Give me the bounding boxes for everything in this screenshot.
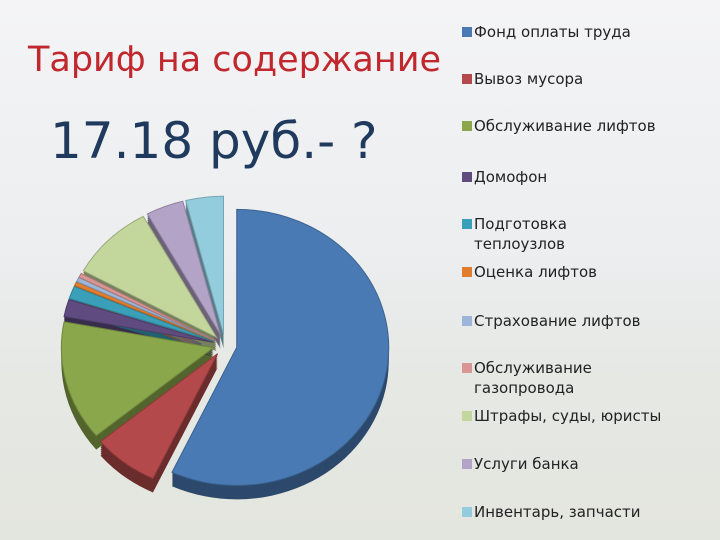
slice xyxy=(68,285,214,342)
legend-swatch xyxy=(462,267,472,277)
legend-label: Вывоз мусора xyxy=(474,70,584,88)
legend-swatch xyxy=(462,121,472,131)
legend-label: Услуги банка xyxy=(474,455,579,473)
legend-item: Фонд оплаты труда xyxy=(462,22,662,42)
legend-item: Услуги банка xyxy=(462,454,662,474)
legend-swatch xyxy=(462,507,472,517)
legend-item: Домофон xyxy=(462,167,662,187)
legend-label: Обслуживание лифтов xyxy=(474,117,656,135)
legend-swatch xyxy=(462,316,472,326)
legend-label: Штрафы, суды, юристы xyxy=(474,407,662,425)
legend-item: Штрафы, суды, юристы xyxy=(462,406,662,426)
legend-label: Фонд оплаты труда xyxy=(474,23,631,41)
legend-label: Подготовка теплоузлов xyxy=(474,215,567,253)
legend-item: Инвентарь, запчасти xyxy=(462,502,662,522)
legend-item: Обслуживание газопровода xyxy=(462,358,662,398)
legend-swatch xyxy=(462,363,472,373)
legend-label: Страхование лифтов xyxy=(474,312,641,330)
legend-swatch xyxy=(462,74,472,84)
legend-item: Оценка лифтов xyxy=(462,262,662,282)
legend-label: Оценка лифтов xyxy=(474,263,597,281)
legend-label: Обслуживание газопровода xyxy=(474,359,592,397)
slice xyxy=(78,272,215,341)
legend-swatch xyxy=(462,411,472,421)
legend-label: Инвентарь, запчасти xyxy=(474,503,641,521)
legend-item: Страхование лифтов xyxy=(462,311,662,331)
legend-swatch xyxy=(462,219,472,229)
slice xyxy=(146,200,222,336)
chart-title: Тариф на содержание xyxy=(28,40,442,80)
legend-item: Вывоз мусора xyxy=(462,69,662,89)
legend-swatch xyxy=(462,459,472,469)
legend-swatch xyxy=(462,27,472,37)
legend-item: Обслуживание лифтов xyxy=(462,116,662,136)
slice xyxy=(185,195,224,335)
slice xyxy=(171,208,390,486)
legend-label: Домофон xyxy=(474,168,548,186)
legend-item: Подготовка теплоузлов xyxy=(462,214,662,254)
legend-swatch xyxy=(462,172,472,182)
slice xyxy=(60,321,215,437)
chart-subtitle: 17.18 руб.- ? xyxy=(50,112,378,170)
slice xyxy=(82,215,218,339)
slice xyxy=(63,299,214,343)
slice xyxy=(99,353,219,480)
